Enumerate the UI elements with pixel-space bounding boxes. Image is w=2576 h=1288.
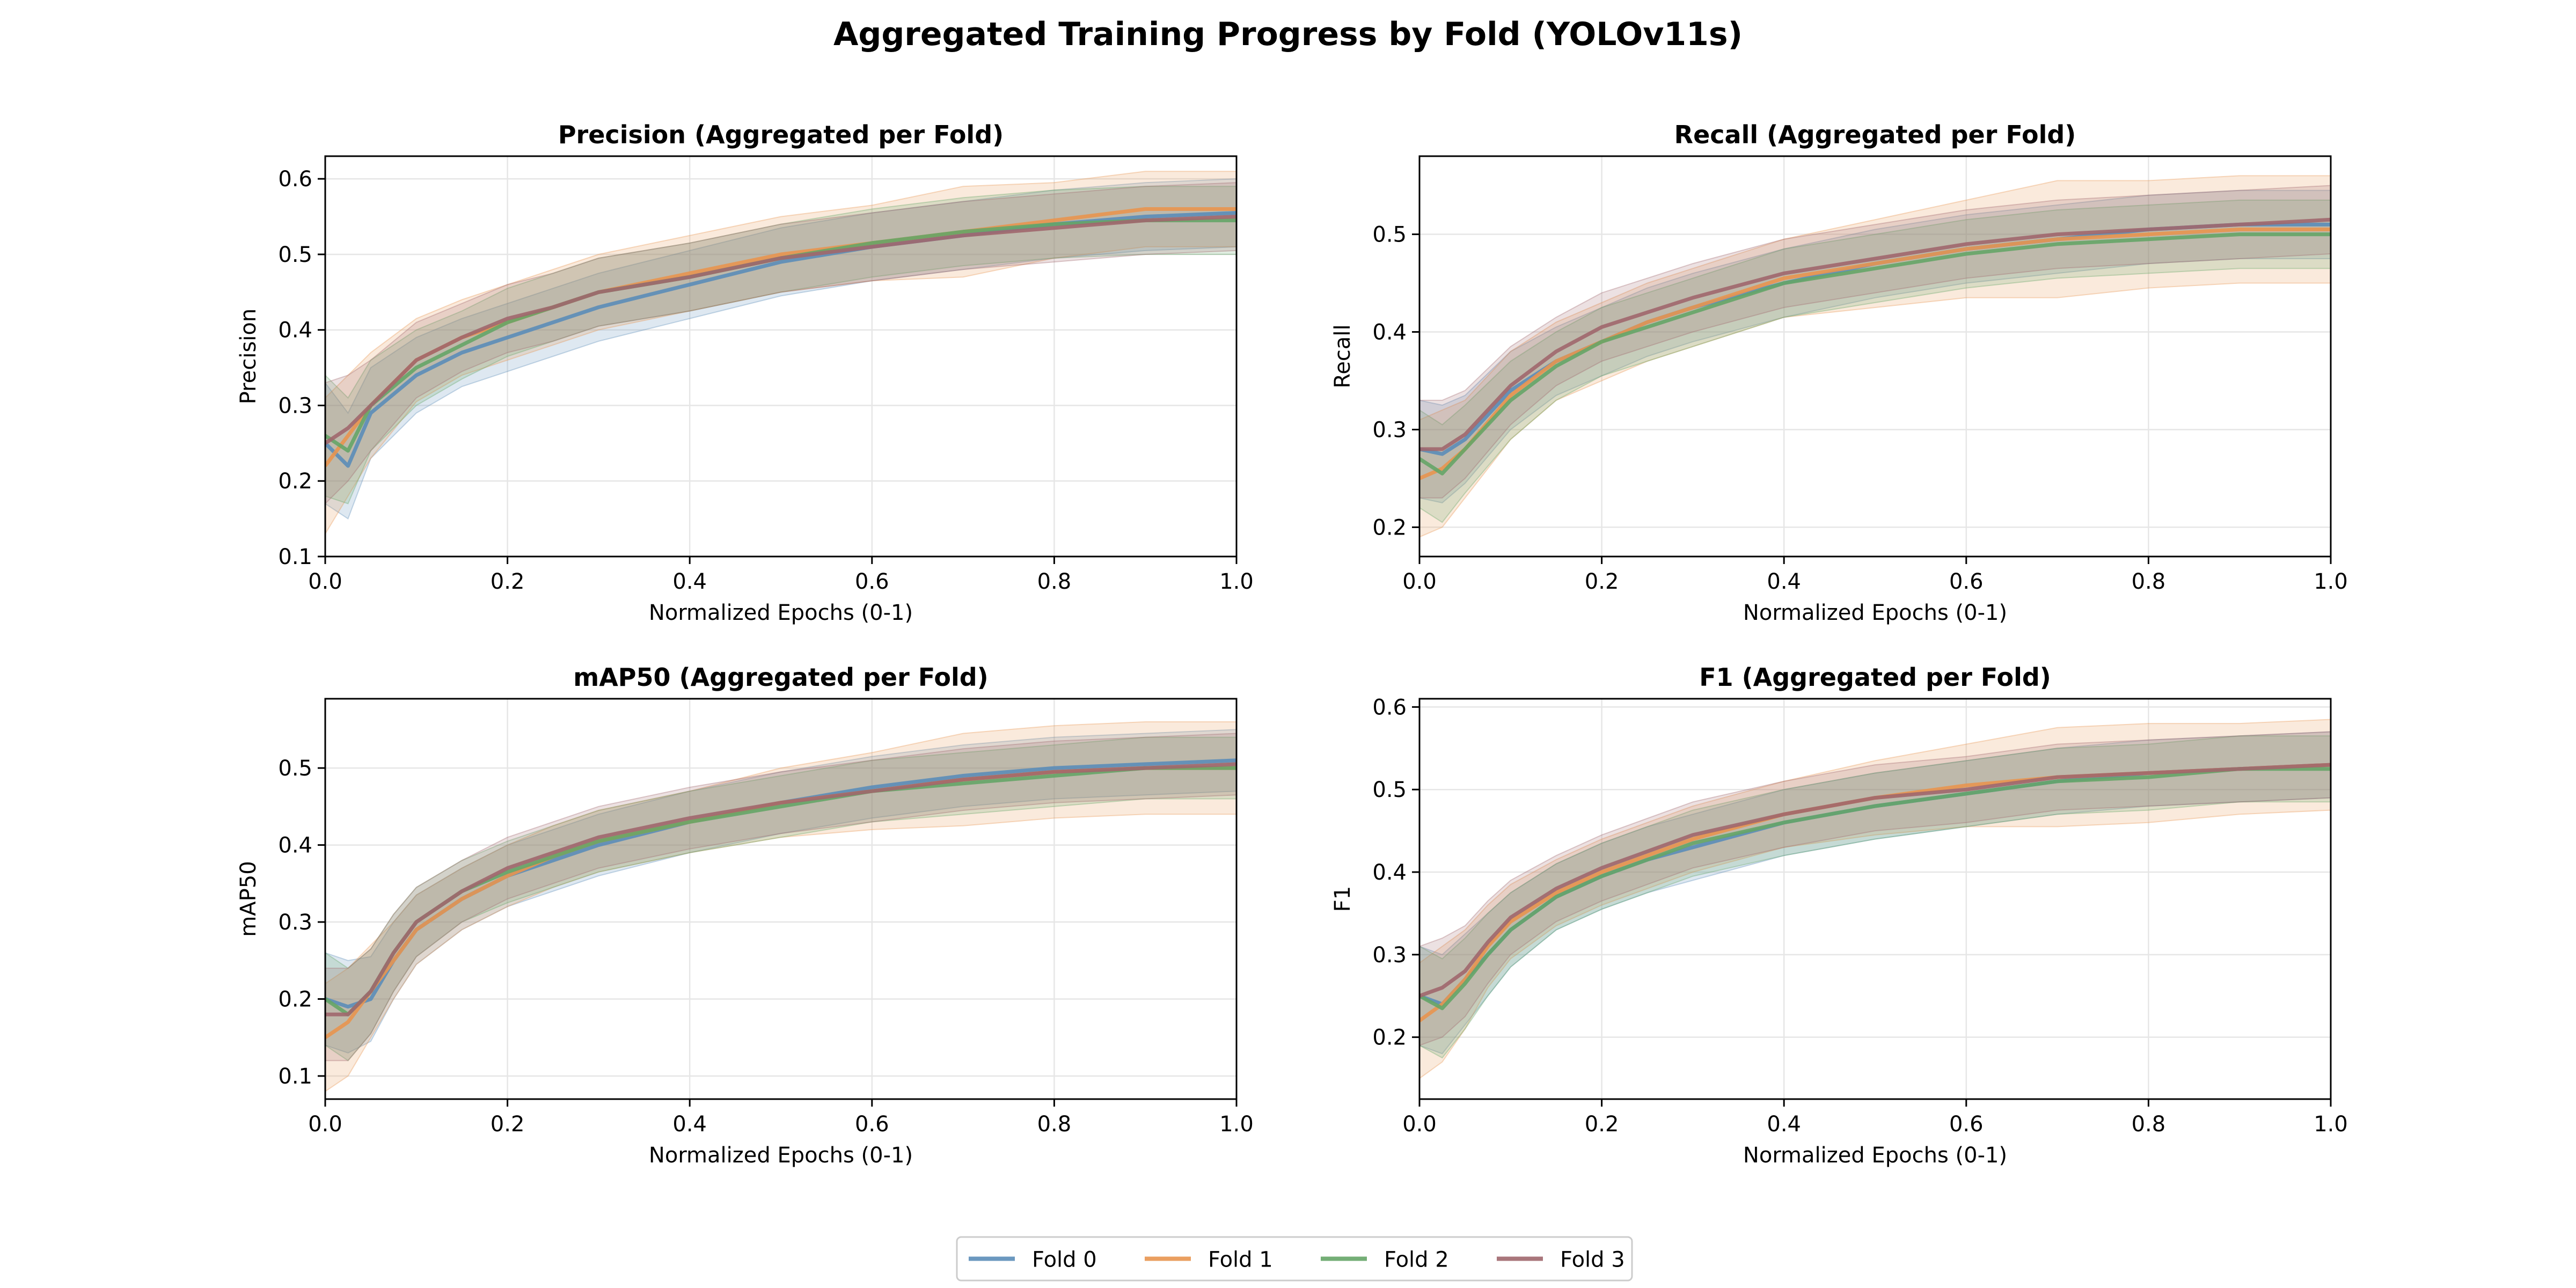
x-tick-label: 0.6	[855, 1112, 889, 1137]
band-fold-1	[1419, 175, 2331, 538]
subplot-grid: 0.0 0.2 0.4 0.6 0.8 1.0 0.1 0.2 0.3 0.4 0.5 0.6 Prec…	[236, 120, 2348, 1168]
y-axis-label: mAP50	[236, 861, 261, 936]
x-tick-label: 1.0	[2314, 1112, 2348, 1137]
x-tick-label: 0.0	[308, 569, 342, 594]
line-fold-0	[325, 758, 1236, 1009]
band-fold-3	[325, 733, 1236, 1062]
y-tick-label: 0.2	[278, 987, 312, 1012]
x-tick-label: 1.0	[1219, 569, 1254, 594]
subplot-3: 0.0 0.2 0.4 0.6 0.8 1.0 0.1 0.2 0.3 0.4 0.5 mAP50 (…	[236, 663, 1254, 1168]
band-fold-1	[325, 171, 1236, 535]
x-tick-label: 0.8	[2132, 1112, 2166, 1137]
x-tick-label: 0.2	[491, 1112, 525, 1137]
x-tick-label: 1.0	[2314, 569, 2348, 594]
x-axis-label: Normalized Epochs (0-1)	[649, 601, 913, 625]
y-tick-label: 0.5	[1372, 778, 1407, 802]
band-fold-3	[1419, 731, 2331, 1046]
y-tick-label: 0.3	[278, 393, 312, 418]
x-tick-label: 0.4	[672, 1112, 707, 1137]
plot-area	[1419, 719, 2331, 1079]
y-tick-label: 0.4	[1372, 320, 1407, 345]
x-tick-label: 0.6	[1949, 1112, 1984, 1137]
legend-frame	[956, 1236, 1633, 1282]
y-tick-label: 0.3	[278, 910, 312, 935]
legend-label: Fold 3	[1560, 1248, 1625, 1272]
subplot-2: 0.0 0.2 0.4 0.6 0.8 1.0 0.2 0.3 0.4 0.5 Recall (Ag…	[1330, 120, 2348, 625]
subplot-4: 0.0 0.2 0.4 0.6 0.8 1.0 0.2 0.3 0.4 0.5 0.6 F1 (Agg…	[1330, 663, 2348, 1168]
y-tick-label: 0.1	[278, 1064, 312, 1089]
y-tick-label: 0.1	[278, 545, 312, 569]
x-tick-label: 0.2	[1585, 569, 1619, 594]
line-fold-2	[1419, 232, 2331, 475]
subplot-1: 0.0 0.2 0.4 0.6 0.8 1.0 0.1 0.2 0.3 0.4 0.5 0.6 Prec…	[236, 120, 1254, 625]
line-fold-3	[1419, 217, 2331, 451]
legend-label: Fold 1	[1208, 1248, 1273, 1272]
x-axis-label: Normalized Epochs (0-1)	[1743, 1143, 2007, 1168]
axes-frame	[1418, 155, 2332, 558]
x-tick-label: 0.8	[1037, 569, 1072, 594]
x-tick-label: 0.2	[1585, 1112, 1619, 1137]
band-fold-0	[1419, 189, 2331, 503]
subplot-title: F1 (Aggregated per Fold)	[1699, 663, 2051, 692]
x-axis-label: Normalized Epochs (0-1)	[1743, 601, 2007, 625]
band-fold-0	[325, 178, 1236, 520]
y-axis-label: Recall	[1330, 324, 1355, 388]
band-fold-1	[325, 721, 1236, 1092]
x-tick-label: 0.8	[1037, 1112, 1072, 1137]
y-tick-label: 0.4	[278, 318, 312, 343]
y-axis-label: F1	[1330, 886, 1355, 912]
band-fold-1	[1419, 719, 2331, 1079]
axes-frame	[324, 698, 1238, 1100]
x-tick-label: 0.6	[1949, 569, 1984, 594]
x-tick-label: 0.0	[1402, 569, 1437, 594]
line-fold-3	[325, 215, 1236, 445]
x-tick-label: 0.0	[308, 1112, 342, 1137]
line-fold-3	[325, 762, 1236, 1016]
y-tick-label: 0.2	[278, 469, 312, 494]
subplot-title: mAP50 (Aggregated per Fold)	[573, 663, 988, 692]
x-tick-label: 0.4	[1767, 1112, 1801, 1137]
y-tick-label: 0.5	[278, 756, 312, 781]
y-tick-label: 0.5	[278, 243, 312, 267]
plot-area	[1419, 175, 2331, 538]
y-axis-label: Precision	[236, 309, 261, 404]
x-tick-label: 0.2	[491, 569, 525, 594]
y-tick-label: 0.2	[1372, 515, 1407, 540]
y-tick-label: 0.5	[1372, 223, 1407, 247]
axes-frame	[324, 155, 1238, 558]
y-tick-label: 0.4	[278, 833, 312, 858]
axes-frame	[1418, 698, 2332, 1100]
y-tick-label: 0.4	[1372, 860, 1407, 885]
plot-area	[325, 171, 1236, 535]
x-tick-label: 0.4	[672, 569, 707, 594]
x-axis-label: Normalized Epochs (0-1)	[649, 1143, 913, 1168]
y-tick-label: 0.6	[278, 167, 312, 192]
x-tick-label: 1.0	[1219, 1112, 1254, 1137]
x-tick-label: 0.0	[1402, 1112, 1437, 1137]
plot-area	[325, 721, 1236, 1092]
x-tick-label: 0.6	[855, 569, 889, 594]
y-tick-label: 0.3	[1372, 943, 1407, 968]
x-tick-label: 0.8	[2132, 569, 2166, 594]
subplot-title: Recall (Aggregated per Fold)	[1674, 120, 2076, 149]
y-tick-label: 0.6	[1372, 695, 1407, 720]
x-tick-label: 0.4	[1767, 569, 1801, 594]
band-fold-0	[325, 729, 1236, 1053]
figure-title: Aggregated Training Progress by Fold (YO…	[833, 16, 1743, 53]
line-fold-3	[1419, 763, 2331, 998]
legend: Fold 0 Fold 1 Fold 2 Fold 3	[956, 1236, 1633, 1282]
legend-label: Fold 0	[1032, 1248, 1097, 1272]
y-tick-label: 0.3	[1372, 418, 1407, 442]
legend-label: Fold 2	[1384, 1248, 1449, 1272]
line-fold-2	[1419, 767, 2331, 1011]
band-fold-3	[325, 182, 1236, 504]
y-tick-label: 0.2	[1372, 1026, 1407, 1050]
subplot-title: Precision (Aggregated per Fold)	[558, 120, 1004, 149]
band-fold-3	[1419, 185, 2331, 499]
